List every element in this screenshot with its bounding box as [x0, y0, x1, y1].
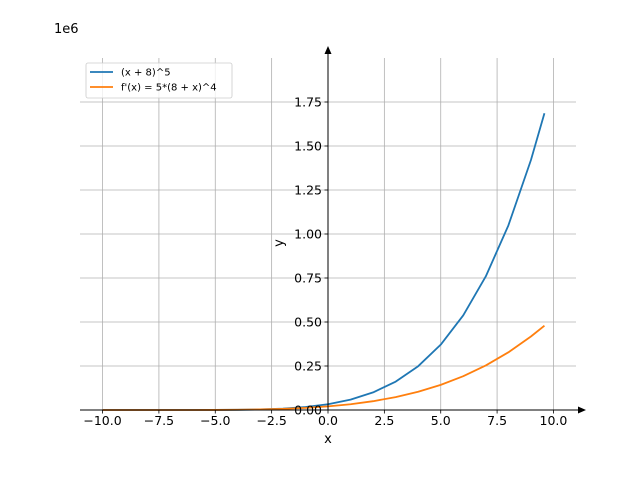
- x-tick-label: −5.0: [200, 413, 230, 428]
- y-tick-label: 1.75: [294, 95, 322, 110]
- x-tick-label: 0.0: [318, 413, 338, 428]
- x-axis-arrow: [578, 406, 586, 414]
- x-tick-label: −10.0: [83, 413, 121, 428]
- legend-label-series-2: f'(x) = 5*(8 + x)^4: [121, 83, 217, 94]
- legend: (x + 8)^5 f'(x) = 5*(8 + x)^4: [85, 62, 233, 99]
- x-tick-label: 10.0: [540, 413, 568, 428]
- x-tick-label: 2.5: [374, 413, 394, 428]
- legend-label-series-1: (x + 8)^5: [121, 68, 171, 79]
- x-axis-label: x: [324, 432, 332, 447]
- y-tick-label: 1.50: [294, 139, 322, 154]
- y-tick-label: 0.75: [294, 271, 322, 286]
- y-tick-label: 0.00: [294, 403, 322, 418]
- x-tick-label: −7.5: [144, 413, 174, 428]
- series-layer: [102, 112, 546, 411]
- x-tick-label: 5.0: [431, 413, 451, 428]
- x-tick-label: 7.5: [487, 413, 507, 428]
- ticks: −10.0 −7.5 −5.0 −2.5 0.0 2.5 5.0 7.5 10.0 0.00 0.2…: [83, 95, 567, 429]
- y-axis-arrow: [324, 46, 332, 54]
- y-axis-label: y: [272, 239, 287, 247]
- legend-frame: [85, 62, 233, 99]
- series-line-1: [102, 112, 546, 411]
- y-tick-label: 0.25: [294, 359, 322, 374]
- y-tick-label: 0.50: [294, 315, 322, 330]
- offset-text: 1e6: [54, 22, 79, 37]
- y-tick-label: 1.00: [294, 227, 322, 242]
- axes: [80, 46, 586, 414]
- series-line-2: [102, 324, 546, 411]
- y-tick-label: 1.25: [294, 183, 322, 198]
- x-tick-label: −2.5: [256, 413, 286, 428]
